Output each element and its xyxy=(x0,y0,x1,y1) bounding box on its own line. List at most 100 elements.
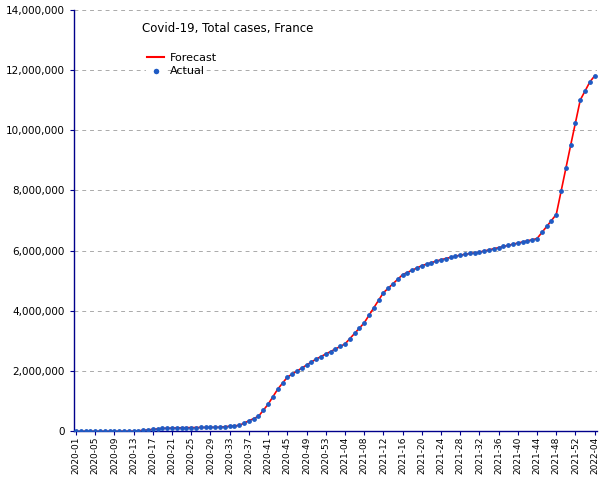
Actual xyxy=(407,266,417,274)
Actual xyxy=(566,142,575,149)
Actual xyxy=(105,428,114,435)
Actual xyxy=(503,241,513,249)
Forecast xyxy=(356,325,363,331)
Actual xyxy=(379,289,388,297)
Actual xyxy=(182,424,191,432)
Actual xyxy=(384,284,393,292)
Text: Covid-19, Total cases, France: Covid-19, Total cases, France xyxy=(142,22,313,35)
Forecast xyxy=(413,265,420,271)
Actual xyxy=(124,427,134,435)
Forecast xyxy=(591,73,598,79)
Actual xyxy=(523,237,532,245)
Actual xyxy=(206,423,215,431)
Actual xyxy=(335,343,345,350)
Actual xyxy=(258,407,268,414)
Actual xyxy=(114,428,124,435)
Actual xyxy=(460,251,470,258)
Actual xyxy=(177,424,186,432)
Actual xyxy=(402,269,412,276)
Actual xyxy=(307,359,316,366)
Actual xyxy=(191,424,201,432)
Actual xyxy=(571,119,580,126)
Actual xyxy=(532,235,542,242)
Legend: Forecast, Actual: Forecast, Actual xyxy=(147,53,217,76)
Actual xyxy=(292,367,302,375)
Actual xyxy=(325,348,335,355)
Actual xyxy=(302,361,312,369)
Actual xyxy=(321,350,330,358)
Actual xyxy=(489,245,499,252)
Actual xyxy=(388,280,398,288)
Actual xyxy=(575,96,585,104)
Actual xyxy=(148,426,158,433)
Actual xyxy=(359,319,369,327)
Actual xyxy=(330,345,340,353)
Actual xyxy=(479,247,489,255)
Actual xyxy=(80,428,90,435)
Actual xyxy=(369,304,379,312)
Actual xyxy=(393,276,402,283)
Actual xyxy=(85,428,95,435)
Actual xyxy=(561,165,571,172)
Actual xyxy=(110,428,119,435)
Actual xyxy=(412,264,422,272)
Actual xyxy=(100,428,110,435)
Actual xyxy=(297,364,307,372)
Actual xyxy=(196,424,206,432)
Actual xyxy=(273,385,283,393)
Actual xyxy=(230,422,240,430)
Actual xyxy=(235,421,244,429)
Actual xyxy=(364,312,374,319)
Actual xyxy=(119,428,129,435)
Actual xyxy=(518,238,528,246)
Actual xyxy=(580,87,590,95)
Actual xyxy=(431,257,441,265)
Actual xyxy=(283,373,292,381)
Actual xyxy=(162,424,172,432)
Actual xyxy=(355,324,364,332)
Forecast xyxy=(351,331,358,336)
Actual xyxy=(508,240,518,248)
Actual xyxy=(441,255,451,263)
Actual xyxy=(484,246,494,253)
Actual xyxy=(397,271,407,278)
Actual xyxy=(427,259,436,267)
Actual xyxy=(287,371,297,378)
Actual xyxy=(71,428,81,435)
Actual xyxy=(244,417,253,425)
Actual xyxy=(268,393,278,401)
Actual xyxy=(499,242,508,250)
Actual xyxy=(451,252,460,260)
Actual xyxy=(312,355,321,363)
Actual xyxy=(153,425,163,432)
Actual xyxy=(253,412,263,420)
Actual xyxy=(590,72,600,80)
Actual xyxy=(129,427,139,435)
Actual xyxy=(474,248,484,256)
Actual xyxy=(436,256,446,264)
Actual xyxy=(537,228,547,236)
Actual xyxy=(215,423,225,431)
Actual xyxy=(345,335,355,343)
Actual xyxy=(556,188,566,195)
Actual xyxy=(417,262,427,269)
Actual xyxy=(465,250,475,257)
Actual xyxy=(316,353,325,360)
Actual xyxy=(220,423,230,431)
Actual xyxy=(95,428,105,435)
Actual xyxy=(513,240,523,247)
Actual xyxy=(456,252,465,259)
Actual xyxy=(528,236,537,244)
Actual xyxy=(585,78,595,85)
Actual xyxy=(90,428,100,435)
Actual xyxy=(186,424,196,432)
Actual xyxy=(167,424,177,432)
Actual xyxy=(263,400,273,408)
Actual xyxy=(211,423,220,431)
Actual xyxy=(494,244,503,252)
Actual xyxy=(172,424,182,432)
Actual xyxy=(350,330,359,337)
Actual xyxy=(201,423,211,431)
Actual xyxy=(547,216,557,224)
Actual xyxy=(542,223,552,230)
